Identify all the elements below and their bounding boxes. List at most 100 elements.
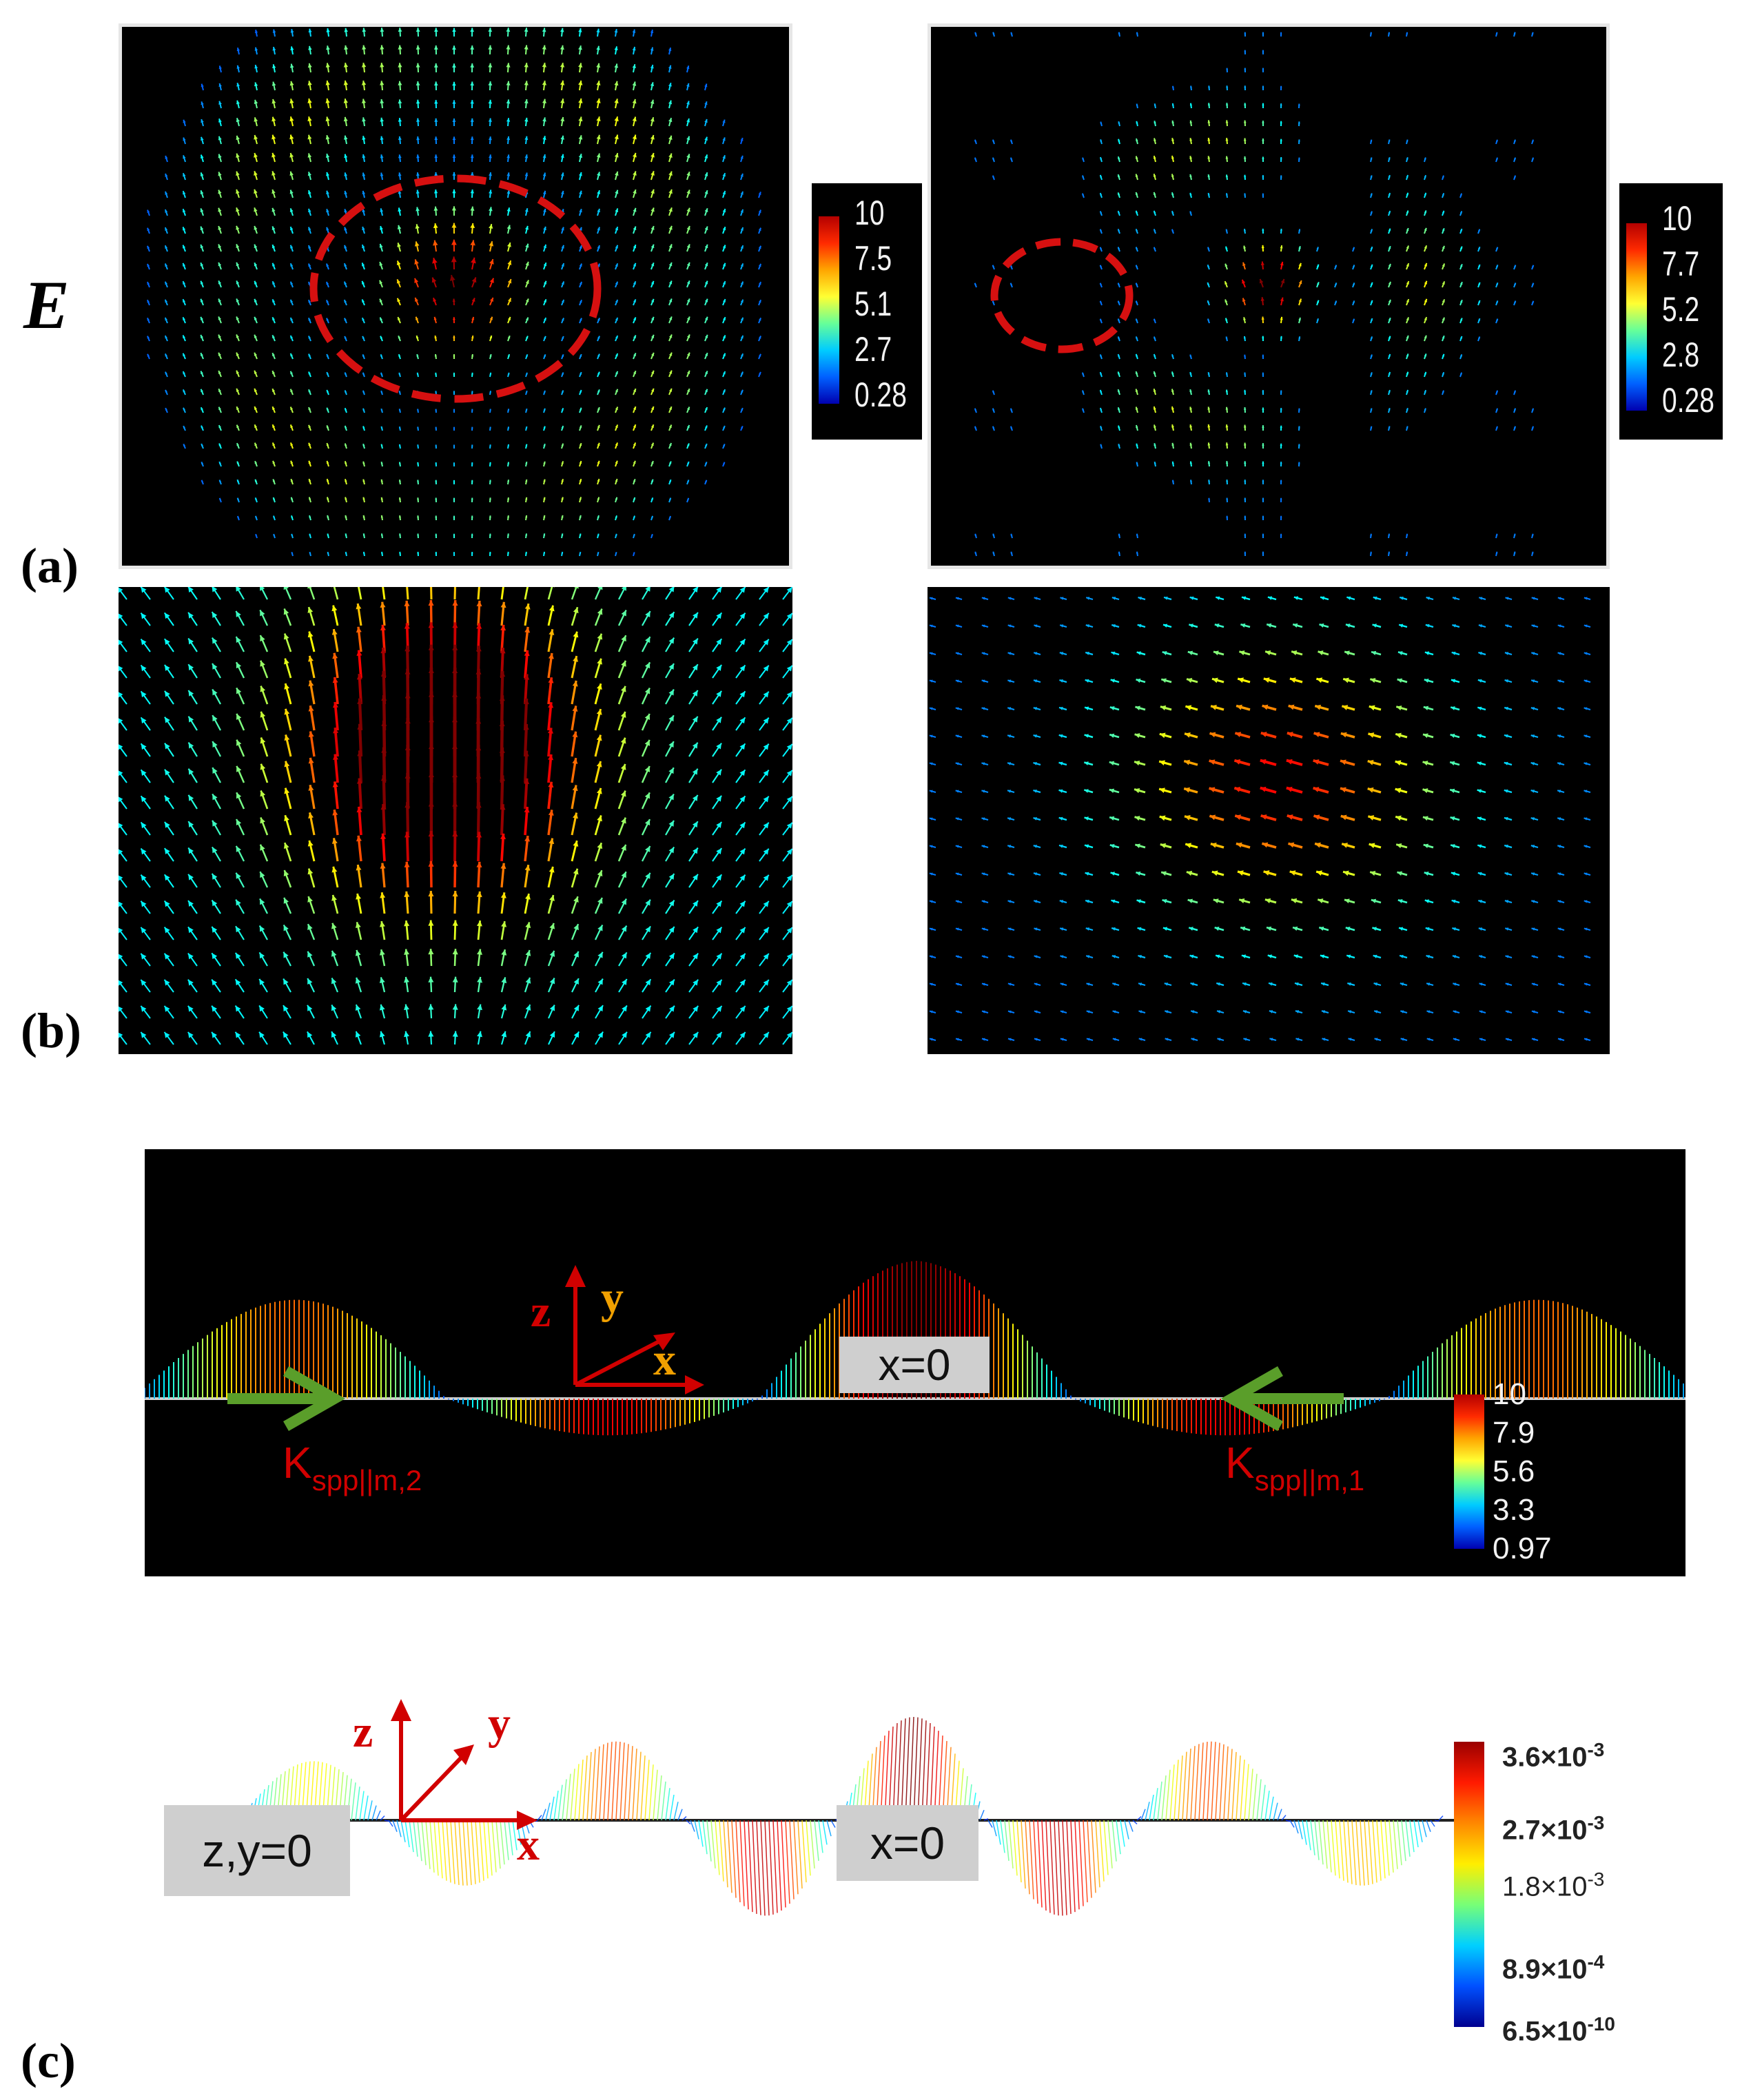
- field-arrow-head: [283, 870, 289, 876]
- field-arrow-head: [235, 1031, 241, 1038]
- field-arrow-head: [758, 300, 761, 303]
- field-arrow-head: [165, 769, 170, 776]
- field-arrow-head: [164, 717, 170, 723]
- field-arrow-head: [417, 515, 420, 518]
- field-arrow-head: [981, 652, 985, 655]
- field-arrow-head: [1262, 425, 1264, 428]
- field-arrow-head: [1110, 872, 1115, 876]
- field-arrow-head: [506, 63, 511, 68]
- field-arrow-head: [147, 263, 150, 267]
- field-arrow-head: [1135, 371, 1138, 375]
- field-arrow-head: [561, 497, 564, 500]
- field-arrow-head: [236, 926, 241, 933]
- field-arrow-head: [1154, 462, 1156, 464]
- field-arrow-head: [632, 46, 636, 51]
- field-arrow-head: [597, 209, 600, 213]
- field-arrow-head: [1584, 679, 1588, 683]
- field-arrow-head: [1406, 371, 1408, 375]
- field-arrow-head: [1207, 247, 1210, 249]
- field-arrow-head: [283, 897, 289, 904]
- field-arrow-head: [763, 612, 769, 619]
- field-arrow-head: [1280, 261, 1284, 266]
- field-arrow-head: [548, 728, 553, 734]
- field-arrow-head: [1213, 898, 1219, 904]
- field-arrow-head: [1112, 1038, 1116, 1041]
- field-arrow-head: [489, 391, 491, 393]
- field-arrow-head: [1406, 299, 1409, 302]
- field-arrow-head: [704, 226, 708, 231]
- field-arrow-head: [525, 444, 528, 446]
- field-arrow-head: [632, 99, 637, 104]
- field-arrow-head: [573, 868, 579, 875]
- field-arrow-head: [212, 715, 218, 722]
- field-arrow-head: [271, 116, 276, 122]
- field-arrow-head: [187, 953, 194, 960]
- field-arrow-head: [1007, 597, 1012, 600]
- field-arrow-head: [1189, 120, 1193, 123]
- field-arrow-head: [119, 1006, 123, 1012]
- field-arrow-head: [212, 847, 218, 854]
- field-arrow-head: [470, 45, 475, 50]
- field-arrow-head: [1118, 229, 1120, 231]
- field-arrow-head: [1372, 927, 1377, 931]
- field-arrow-head: [740, 227, 744, 231]
- field-arrow-head: [1262, 407, 1264, 410]
- field-arrow-head: [1171, 461, 1174, 464]
- field-arrow-head: [218, 244, 222, 249]
- field-arrow-head: [1352, 282, 1355, 285]
- field-arrow-head: [471, 444, 473, 447]
- field-arrow-head: [686, 65, 690, 70]
- field-arrow-head: [579, 461, 582, 464]
- field-arrow-head: [1396, 706, 1402, 711]
- field-arrow-head: [396, 279, 401, 284]
- field-arrow-head: [644, 714, 650, 720]
- field-arrow-head: [260, 587, 265, 591]
- field-arrow-head: [200, 334, 204, 338]
- field-arrow-head: [272, 460, 276, 464]
- field-arrow-head: [1162, 898, 1167, 903]
- field-arrow-head: [1238, 677, 1244, 683]
- field-arrow-head: [1262, 497, 1264, 500]
- field-arrow-head: [1513, 32, 1516, 34]
- field-arrow-head: [1244, 193, 1247, 196]
- field-arrow-head: [1399, 624, 1404, 628]
- field-arrow-head: [236, 461, 240, 464]
- field-arrow-head: [272, 406, 276, 410]
- field-arrow-head: [1557, 900, 1561, 903]
- field-arrow-head: [452, 976, 458, 982]
- field-arrow-head: [1424, 157, 1426, 160]
- field-arrow-head: [1424, 335, 1427, 339]
- field-arrow-head: [236, 280, 240, 285]
- field-arrow-head: [692, 794, 698, 801]
- field-arrow-head: [722, 209, 726, 213]
- field-arrow-head: [573, 587, 579, 589]
- field-arrow-head: [693, 1031, 699, 1038]
- field-arrow-head: [1225, 193, 1228, 196]
- field-arrow-head: [452, 317, 455, 320]
- field-arrow-head: [1280, 228, 1282, 231]
- field-arrow-head: [525, 515, 528, 518]
- field-arrow-head: [381, 694, 387, 701]
- field-arrow-head: [308, 371, 311, 375]
- field-arrow-head: [1034, 927, 1038, 931]
- field-arrow-head: [489, 354, 492, 357]
- field-arrow-head: [1082, 390, 1085, 393]
- field-arrow-head: [236, 739, 242, 746]
- field-arrow-head: [188, 794, 194, 801]
- colorbar-a-left: 10 7.5 5.1 2.7 0.28: [812, 183, 922, 440]
- field-arrow-head: [579, 390, 582, 393]
- field-arrow-head: [404, 623, 410, 629]
- field-arrow-head: [615, 533, 617, 537]
- field-arrow-head: [1450, 816, 1455, 821]
- field-arrow-head: [489, 533, 491, 536]
- field-arrow-head: [1136, 247, 1138, 249]
- field-arrow-head: [398, 99, 402, 104]
- field-arrow-head: [579, 515, 582, 518]
- field-arrow-head: [1058, 734, 1063, 738]
- field-arrow-head: [1584, 845, 1588, 848]
- field-arrow-head: [452, 154, 456, 158]
- field-arrow-head: [470, 81, 474, 86]
- field-arrow-head: [1225, 138, 1229, 141]
- field-arrow-head: [1452, 597, 1457, 600]
- field-arrow-head: [236, 207, 240, 212]
